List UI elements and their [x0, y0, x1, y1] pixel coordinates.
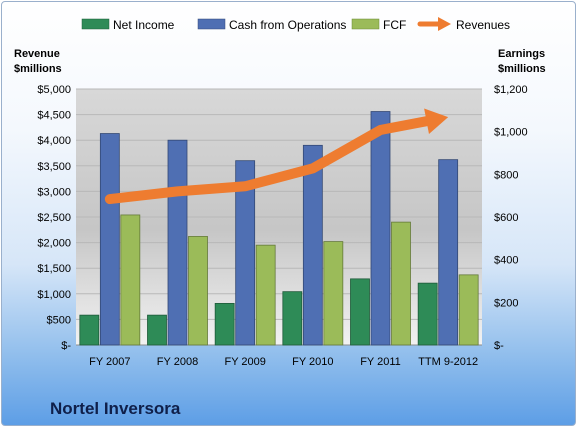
right-axis-title: Earnings $millions	[498, 48, 546, 75]
legend-swatch-net-income	[81, 18, 110, 30]
left-tick-label: $500	[47, 314, 71, 326]
legend-swatch-fcf	[351, 18, 380, 30]
bar-net-income	[417, 282, 438, 346]
bar-cash-from-operations	[438, 159, 459, 346]
bar-net-income	[147, 314, 167, 346]
left-tick-labels: $- $500 $1,000 $1,500 $2,000 $2,500 $3,000 $3,5…	[37, 84, 71, 352]
revenues-line	[104, 116, 432, 205]
legend-label-net-income: Net Income	[113, 18, 175, 32]
right-tick-label: $1,200	[494, 84, 528, 96]
left-tick-label: $1,000	[37, 289, 71, 301]
right-axis-title-line2: $millions	[498, 63, 546, 75]
left-axis-title: Revenue $millions	[14, 48, 62, 75]
legend-arrowhead-revenues	[438, 17, 451, 31]
bar-cash-from-operations	[370, 111, 391, 346]
bar-fcf	[323, 241, 344, 346]
bar-net-income	[350, 278, 370, 346]
bar-fcf	[458, 274, 479, 346]
left-tick-label: $2,500	[37, 212, 71, 224]
bar-net-income	[79, 314, 100, 346]
bar-cash-from-operations	[302, 144, 323, 346]
right-tick-label: $400	[494, 255, 518, 267]
bar-fcf	[255, 244, 276, 346]
left-tick-label: $2,000	[37, 238, 71, 250]
left-tick-label: $4,000	[37, 135, 71, 147]
legend: Net Income Cash from Operations FCF Reve…	[81, 17, 510, 32]
x-tick-label: TTM 9-2012	[418, 356, 478, 368]
bar-fcf	[188, 236, 208, 346]
bar-cash-from-operations	[235, 160, 256, 346]
bar-cash-from-operations	[167, 139, 188, 346]
right-axis-title-line1: Earnings	[498, 48, 545, 60]
left-tick-label: $-	[61, 340, 71, 352]
bar-fcf	[120, 214, 141, 346]
bar-net-income	[282, 291, 303, 346]
left-tick-label: $5,000	[37, 84, 71, 96]
x-tick-label: FY 2008	[157, 356, 198, 368]
left-tick-label: $3,000	[37, 186, 71, 198]
left-tick-label: $4,500	[37, 110, 71, 122]
right-tick-label: $800	[494, 169, 518, 181]
company-name: Nortel Inversora	[50, 399, 181, 418]
right-tick-label: $600	[494, 212, 518, 224]
x-tick-label: FY 2007	[89, 356, 130, 368]
revenues-arrow	[104, 108, 449, 205]
bars	[79, 111, 479, 346]
revenues-arrowhead	[424, 108, 449, 135]
legend-label-fcf: FCF	[383, 18, 406, 32]
x-tick-labels: FY 2007 FY 2008 FY 2009 FY 2010 FY 2011 TTM 9…	[89, 356, 478, 368]
left-tick-label: $1,500	[37, 263, 71, 275]
bar-cash-from-operations	[99, 133, 120, 346]
left-axis-title-line1: Revenue	[14, 48, 60, 60]
left-tick-label: $3,500	[37, 161, 71, 173]
right-tick-label: $200	[494, 297, 518, 309]
right-tick-label: $-	[494, 340, 504, 352]
x-tick-label: FY 2009	[224, 356, 265, 368]
right-tick-label: $1,000	[494, 127, 528, 139]
x-tick-label: FY 2010	[292, 356, 333, 368]
legend-label-cash-from-operations: Cash from Operations	[229, 18, 346, 32]
legend-label-revenues: Revenues	[456, 18, 510, 32]
left-axis-title-line2: $millions	[14, 63, 62, 75]
legend-swatch-cash-from-operations	[197, 18, 226, 30]
bar-net-income	[214, 302, 235, 346]
bar-fcf	[391, 221, 411, 346]
right-tick-labels: $- $200 $400 $600 $800 $1,000 $1,200	[494, 84, 528, 352]
x-tick-label: FY 2011	[360, 356, 401, 368]
gridlines	[76, 88, 482, 346]
